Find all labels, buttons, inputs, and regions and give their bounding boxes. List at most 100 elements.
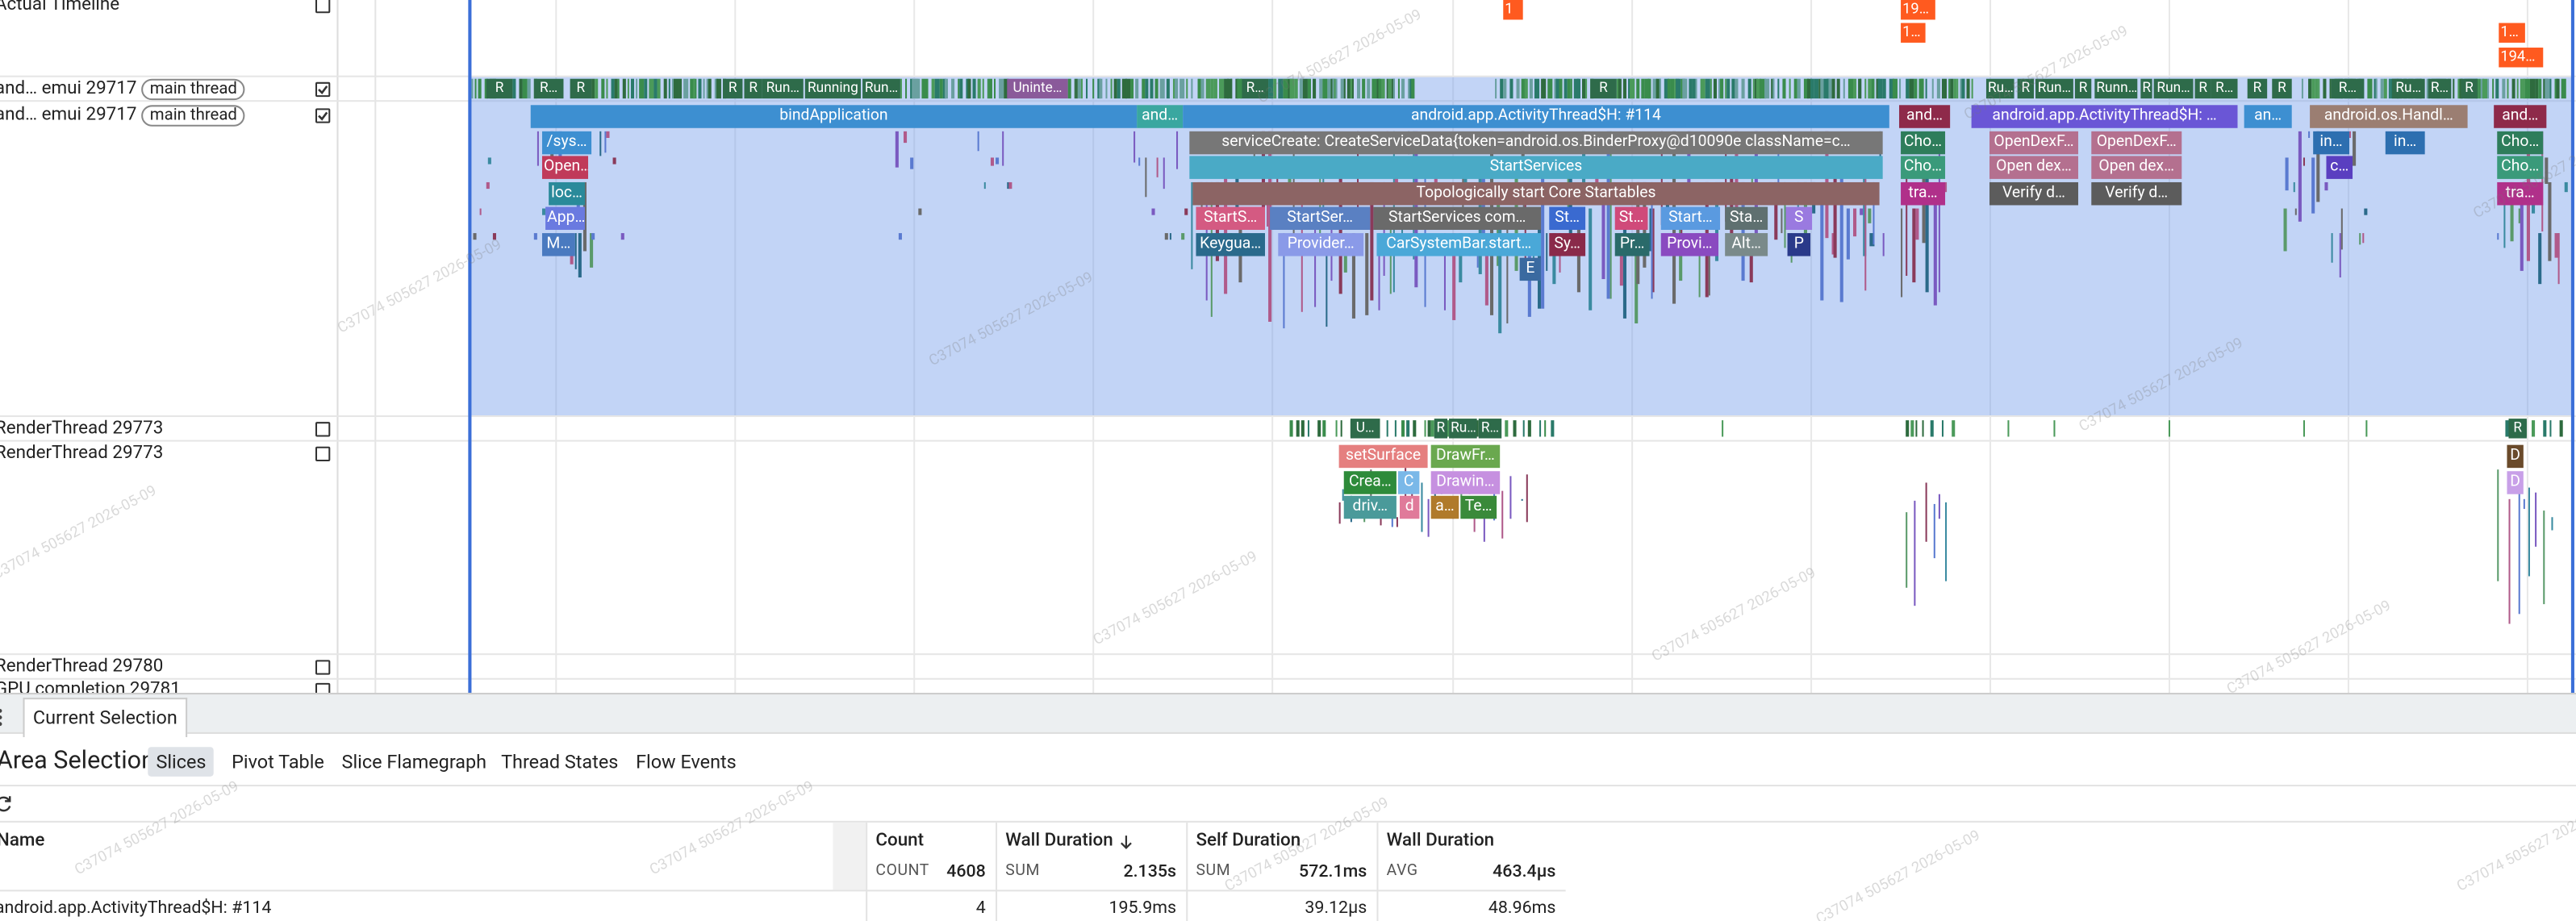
slice[interactable]: android.os.Handl…: [2310, 105, 2468, 128]
thread-state[interactable]: Ru…: [1449, 419, 1477, 439]
track-checkbox[interactable]: [315, 108, 331, 123]
slice[interactable]: a…: [1430, 495, 1459, 519]
slice[interactable]: Crea…: [1343, 470, 1397, 494]
slice[interactable]: StartServices com…: [1373, 206, 1542, 230]
slice[interactable]: Keygua…: [1196, 232, 1265, 256]
slice[interactable]: Open dex…: [1989, 156, 2078, 179]
thread-state[interactable]: R…: [2331, 78, 2365, 99]
subtab[interactable]: Thread States: [501, 750, 619, 773]
thread-state[interactable]: R: [2017, 78, 2035, 99]
slice[interactable]: and…: [2494, 105, 2547, 128]
thread-state[interactable]: R: [2140, 78, 2152, 99]
slice[interactable]: tra…: [1901, 181, 1946, 205]
slice[interactable]: loc…: [549, 181, 585, 205]
slice[interactable]: bindApplication: [530, 105, 1138, 128]
thread-state[interactable]: Run…: [2035, 78, 2073, 99]
slice[interactable]: P: [1787, 232, 1811, 256]
track-checkbox[interactable]: [315, 446, 331, 462]
thread-state[interactable]: R: [2247, 78, 2268, 99]
track-checkbox[interactable]: [315, 660, 331, 675]
thread-state[interactable]: R…: [533, 78, 564, 99]
menu-icon[interactable]: [0, 707, 6, 727]
thread-state[interactable]: U…: [1350, 419, 1380, 439]
sort-arrow[interactable]: [1119, 834, 1134, 850]
slice[interactable]: St…: [1614, 206, 1648, 230]
subtab[interactable]: Slice Flamegraph: [341, 750, 487, 773]
subtab[interactable]: Slices: [148, 747, 215, 777]
track-checkbox[interactable]: [315, 81, 331, 98]
slice[interactable]: Topologically start Core Startables: [1192, 181, 1880, 205]
thread-state[interactable]: R…: [1478, 419, 1502, 439]
slice[interactable]: serviceCreate: CreateServiceData{token=a…: [1189, 130, 1883, 154]
table-cell[interactable]: android.app.ActivityThread$H: #114: [0, 896, 272, 918]
thread-state[interactable]: R…: [2428, 78, 2452, 99]
refresh-icon[interactable]: [0, 794, 13, 812]
thread-state[interactable]: R: [1590, 78, 1617, 99]
frame-marker[interactable]: 194…: [2499, 48, 2544, 68]
thread-state[interactable]: R: [2272, 78, 2292, 99]
slice[interactable]: D: [2507, 470, 2524, 494]
slice[interactable]: StartSer…: [1270, 206, 1371, 230]
slice[interactable]: Cho…: [2497, 156, 2544, 179]
details-tab[interactable]: Current Selection: [23, 698, 188, 738]
slice[interactable]: and…: [1899, 105, 1951, 128]
thread-state[interactable]: Ru…: [1985, 78, 2014, 99]
column-header[interactable]: Count: [875, 829, 925, 851]
thread-state[interactable]: R: [2194, 78, 2211, 99]
frame-marker[interactable]: 1: [1503, 0, 1523, 20]
thread-state[interactable]: R…: [2211, 78, 2238, 99]
slice[interactable]: S: [1785, 206, 1813, 230]
frame-marker[interactable]: 1…: [1901, 23, 1926, 43]
slice[interactable]: Provi…: [1660, 232, 1719, 256]
thread-state[interactable]: R: [744, 78, 762, 99]
frame-marker[interactable]: 19…: [1901, 0, 1935, 20]
thread-state[interactable]: R: [486, 78, 513, 99]
slice[interactable]: St…: [1549, 206, 1586, 230]
slice[interactable]: StartS…: [1196, 206, 1265, 230]
slice[interactable]: Cho…: [2497, 130, 2544, 154]
thread-state[interactable]: Runn…: [2094, 78, 2138, 99]
slice[interactable]: tra…: [2497, 181, 2544, 205]
slice[interactable]: M…: [541, 232, 575, 256]
slice[interactable]: DrawFr…: [1430, 444, 1501, 469]
frame-marker[interactable]: 1…: [2499, 23, 2525, 43]
slice[interactable]: Alt…: [1725, 232, 1768, 256]
slice[interactable]: D: [2507, 444, 2524, 469]
thread-state[interactable]: R: [2508, 419, 2527, 439]
slice[interactable]: Te…: [1460, 495, 1497, 519]
thread-state[interactable]: R: [1434, 419, 1448, 439]
slice[interactable]: android.app.ActivityThread$H: #114: [1183, 105, 1889, 128]
slice[interactable]: d: [1399, 495, 1420, 519]
slice[interactable]: OpenDexF…: [1989, 130, 2078, 154]
slice[interactable]: E: [1519, 257, 1542, 281]
thread-state[interactable]: Run…: [762, 78, 804, 99]
slice[interactable]: Open…: [541, 156, 589, 179]
slice[interactable]: /sys…: [541, 130, 592, 154]
thread-state[interactable]: R…: [1242, 78, 1269, 99]
slice[interactable]: Verify d…: [2091, 181, 2182, 205]
subtab[interactable]: Flow Events: [636, 750, 737, 773]
slice[interactable]: Cho…: [1901, 130, 1946, 154]
subtab[interactable]: Pivot Table: [232, 750, 324, 773]
column-header[interactable]: Name: [0, 829, 45, 851]
column-header[interactable]: Wall Duration: [1386, 829, 1495, 851]
slice[interactable]: in…: [2385, 130, 2425, 154]
slice[interactable]: Start…: [1660, 206, 1721, 230]
column-header[interactable]: Self Duration: [1196, 829, 1301, 851]
slice[interactable]: OpenDexF…: [2091, 130, 2182, 154]
slice[interactable]: Sy…: [1549, 232, 1586, 256]
slice[interactable]: setSurface: [1338, 444, 1428, 469]
thread-state[interactable]: Uninte…: [1007, 78, 1068, 99]
slice[interactable]: C: [1397, 470, 1420, 494]
slice[interactable]: in…: [2313, 130, 2349, 154]
slice[interactable]: App…: [545, 206, 585, 230]
slice[interactable]: Open dex…: [2091, 156, 2182, 179]
slice[interactable]: Cho…: [1901, 156, 1946, 179]
slice[interactable]: Verify d…: [1989, 181, 2078, 205]
thread-state[interactable]: R: [2074, 78, 2092, 99]
thread-state[interactable]: Run…: [862, 78, 900, 99]
thread-state[interactable]: Ru…: [2391, 78, 2425, 99]
slice[interactable]: StartServices: [1189, 156, 1883, 179]
slice[interactable]: and…: [1137, 105, 1184, 128]
slice[interactable]: CarSystemBar.start…: [1376, 232, 1542, 256]
